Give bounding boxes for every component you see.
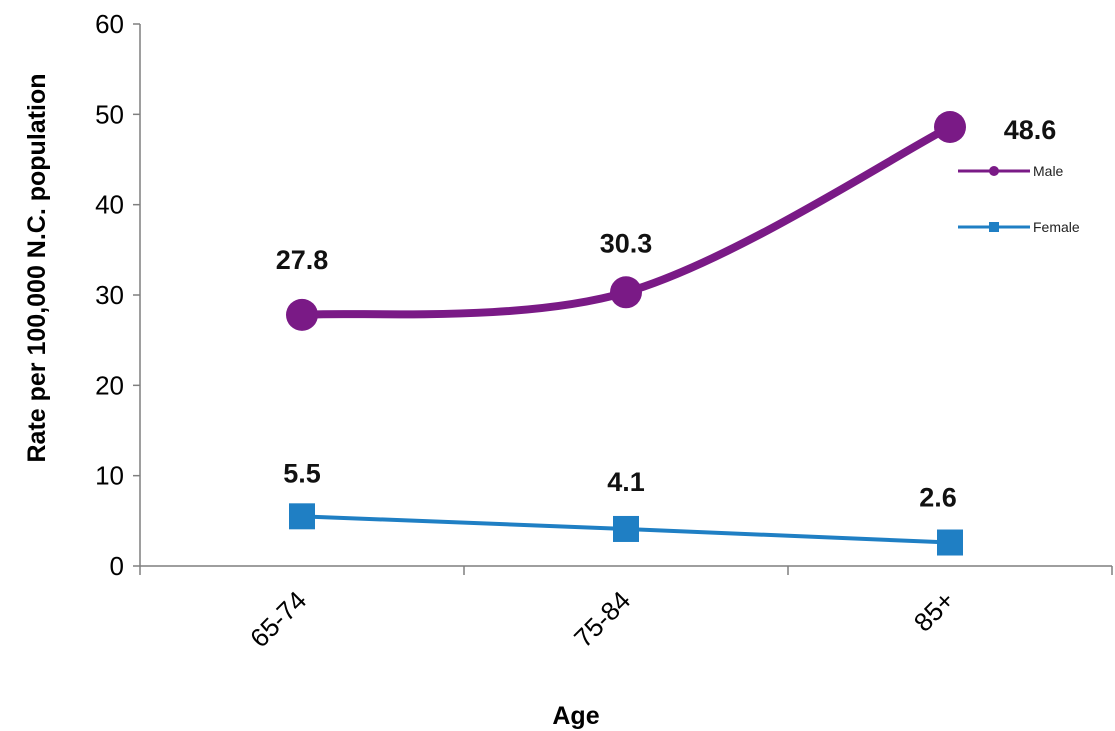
y-axis: 0 10 20 30 40 50 60 xyxy=(95,9,141,581)
data-label-female: 2.6 xyxy=(919,483,957,513)
x-tick-label: 85+ xyxy=(908,585,960,637)
data-label-female: 5.5 xyxy=(283,458,321,488)
data-point-female xyxy=(937,529,963,556)
y-tick-label: 20 xyxy=(95,370,124,400)
y-axis-title: Rate per 100,000 N.C. population xyxy=(23,74,51,463)
y-tick-label: 40 xyxy=(95,190,124,220)
data-point-female xyxy=(613,515,639,542)
legend-label-female: Female xyxy=(1033,219,1080,235)
legend-marker-male xyxy=(989,166,999,176)
data-point-female xyxy=(289,503,315,530)
legend: Male Female xyxy=(958,163,1080,235)
x-axis: 65-74 75-84 85+ xyxy=(139,565,1113,653)
legend-marker-female xyxy=(989,222,999,232)
legend-label-male: Male xyxy=(1033,163,1064,179)
y-tick-label: 0 xyxy=(110,551,124,581)
data-labels: 27.8 30.3 48.6 5.5 4.1 2.6 xyxy=(276,115,1057,513)
y-tick-label: 60 xyxy=(95,9,124,39)
x-tick-label: 65-74 xyxy=(244,585,312,653)
data-point-male xyxy=(934,110,966,143)
y-tick-label: 50 xyxy=(95,99,124,129)
data-label-male: 27.8 xyxy=(276,245,329,275)
data-label-female: 4.1 xyxy=(607,467,645,497)
y-tick-label: 10 xyxy=(95,461,124,491)
data-label-male: 48.6 xyxy=(1004,115,1057,145)
series-layer xyxy=(286,110,966,556)
data-point-male xyxy=(286,298,318,331)
data-point-male xyxy=(610,276,642,309)
x-axis-title: Age xyxy=(552,702,599,730)
y-tick-label: 30 xyxy=(95,280,124,310)
x-tick-label: 75-84 xyxy=(568,585,636,653)
data-label-male: 30.3 xyxy=(600,228,653,258)
